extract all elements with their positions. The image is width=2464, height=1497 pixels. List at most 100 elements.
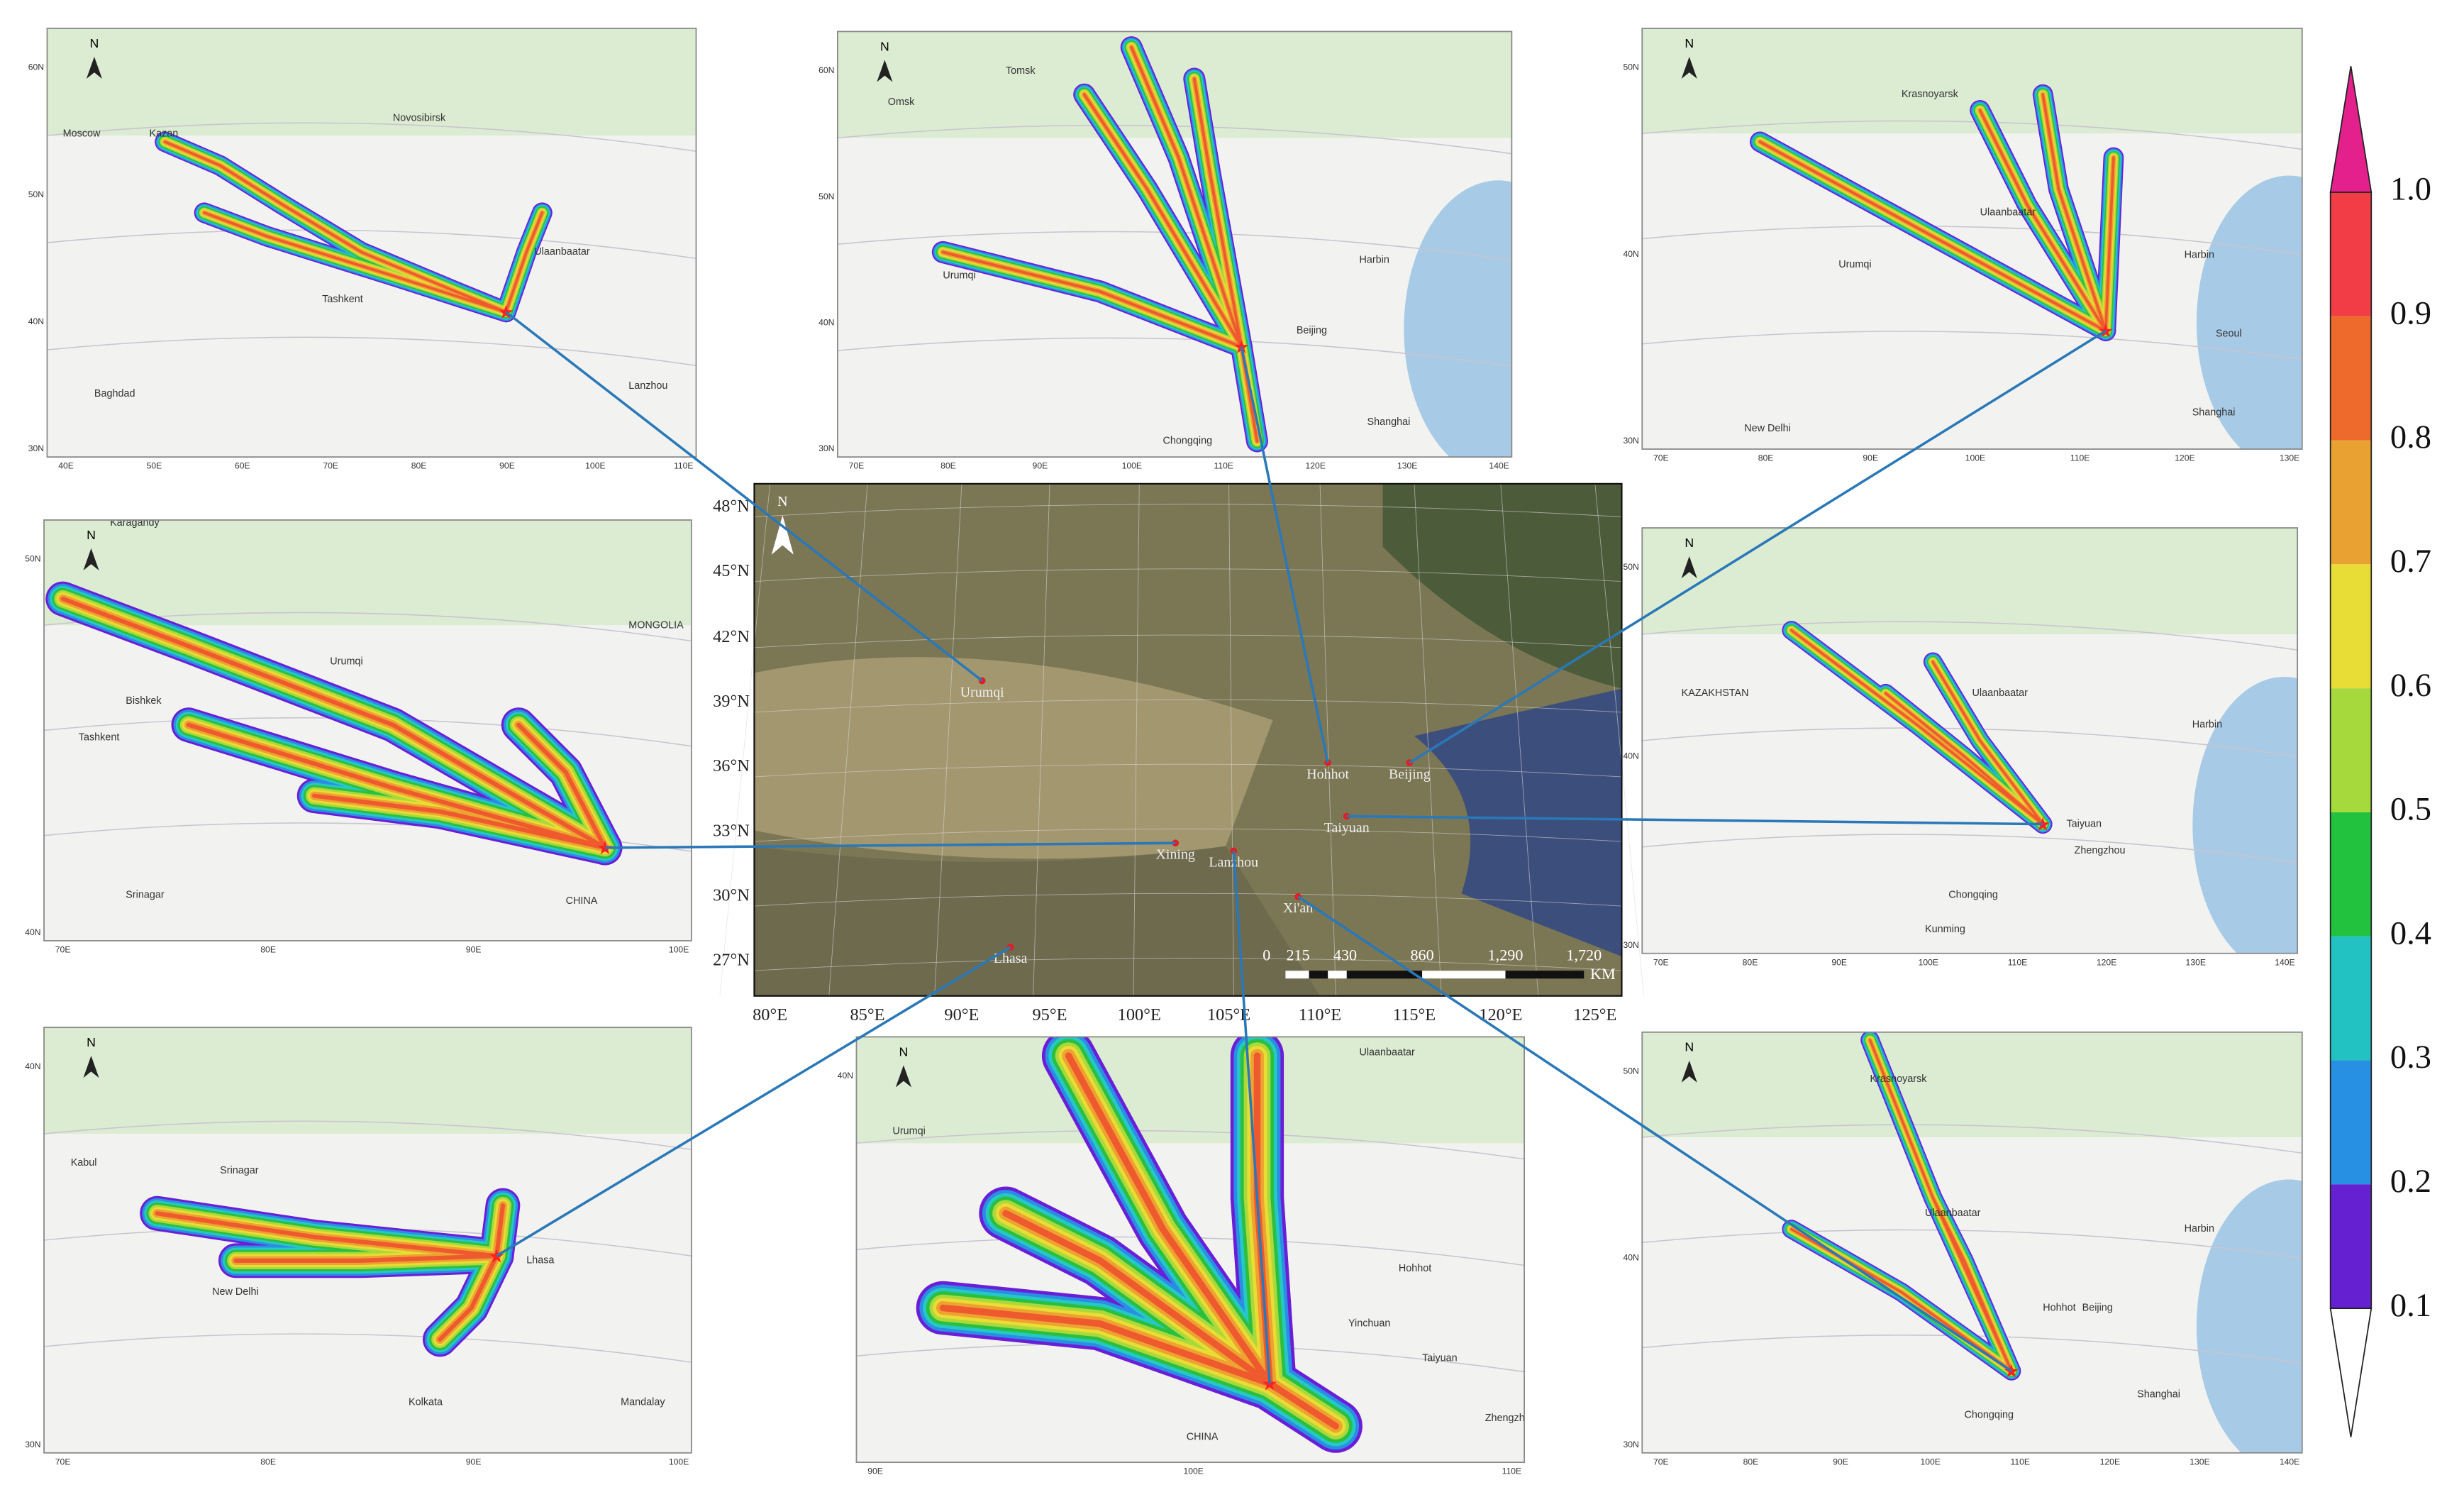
lon-label: 130E: [2186, 957, 2206, 967]
scale-label: 1,290: [1488, 946, 1524, 963]
scale-bar-segment: [1328, 971, 1347, 979]
lat-label: 30N: [1623, 1440, 1638, 1449]
plume-band: [1790, 629, 2044, 826]
place-label: Srinagar: [126, 889, 165, 900]
graticule: [828, 483, 868, 996]
border-line: [47, 229, 697, 260]
lon-label: 100E: [669, 945, 689, 955]
lon-label: 110E: [1214, 461, 1234, 471]
colorbar-tick-label: 0.6: [2390, 667, 2431, 704]
lat-label: 40N: [818, 318, 834, 328]
lon-label: 130E: [2190, 1457, 2209, 1466]
plume-band: [2041, 93, 2107, 333]
scale-unit: KM: [1590, 965, 1616, 983]
trajectory-plume: [1782, 1032, 2021, 1381]
colorbar-segment: [2330, 440, 2372, 565]
panel-frame: [1641, 28, 2303, 450]
lon-label: 140E: [1489, 461, 1509, 471]
city-label: Xining: [1156, 847, 1195, 863]
city-label: Xi'an: [1283, 900, 1313, 916]
lat-label: 50N: [25, 554, 40, 564]
border-line: [44, 1333, 692, 1363]
lon-label: 110E: [2008, 957, 2028, 967]
graticule: [754, 957, 1622, 971]
north-label: N: [899, 1044, 909, 1059]
panel-forest: [837, 31, 1512, 138]
lon-label: 50E: [147, 461, 162, 471]
lon-label: 90E: [867, 1466, 883, 1476]
lat-label: 50N: [1623, 62, 1638, 72]
border-line: [1642, 621, 2298, 651]
lon-label: 60E: [235, 461, 250, 471]
colorbar-tick-label: 0.5: [2390, 791, 2431, 828]
north-arrow: [83, 548, 99, 571]
border-line: [44, 1120, 692, 1151]
north-arrow: [877, 60, 893, 82]
lat-label: 30°N: [713, 885, 750, 905]
place-label: Zhengzhou: [2075, 845, 2126, 856]
plume-band: [1192, 77, 1243, 348]
colorbar-segment: [2330, 936, 2372, 1061]
lat-label: 36°N: [713, 756, 750, 775]
plume-band: [494, 1203, 506, 1259]
place-label: Shanghai: [2192, 407, 2236, 419]
colorbar-segment: [2330, 192, 2372, 316]
place-label: Harbin: [2185, 250, 2214, 261]
panel-frame: [46, 28, 697, 458]
scale-label: 0: [1262, 946, 1270, 963]
graticule: [754, 893, 1622, 907]
plume-band: [1978, 109, 2107, 333]
graticule: [754, 568, 1622, 582]
lon-label: 100E: [1965, 453, 1985, 463]
place-label: New Delhi: [212, 1286, 259, 1298]
colorbar-segment: [2330, 812, 2372, 937]
lat-label: 40N: [1623, 249, 1638, 259]
map-panel: ★ Kabul Srinagar Lhasa New Delhi Kolkata Manda…: [25, 1027, 692, 1466]
colorbar-segment: [2330, 1184, 2372, 1309]
lon-label: 80E: [1758, 453, 1774, 463]
place-label: Hohhot: [2043, 1302, 2075, 1313]
lon-label: 70E: [55, 945, 71, 955]
plume-band: [2104, 156, 2115, 333]
lat-label: 40N: [1623, 751, 1638, 761]
colorbar-tick-label: 0.7: [2390, 543, 2431, 580]
plume-band: [186, 722, 608, 850]
lon-label: 40E: [58, 461, 74, 471]
lon-label: 90E: [466, 1457, 482, 1466]
lon-label: 110E: [674, 461, 694, 471]
place-label: Lanzhou: [628, 380, 667, 392]
map-panel: ★ Karagandy Urumqi Tashkent Bishkek Srinagar M…: [25, 519, 692, 955]
plume-band: [1758, 140, 2107, 333]
connector-line: [1346, 814, 2043, 826]
plume-band: [203, 211, 508, 314]
plume-band: [155, 1211, 499, 1259]
lon-label: 110E: [1502, 1466, 1522, 1476]
scale-label: 860: [1410, 946, 1433, 963]
map-panel: ★ KAZAKHSTAN Ulaanbaatar Harbin Taiyuan Zheng…: [1623, 527, 2299, 967]
lon-label: 130E: [2280, 453, 2299, 463]
place-label: Urumqi: [330, 656, 362, 668]
lon-label: 70E: [55, 1457, 71, 1466]
place-label: MONGOLIA: [628, 620, 684, 631]
place-label: Mandalay: [621, 1397, 665, 1408]
place-label: Ulaanbaatar: [1972, 687, 2029, 699]
graticule: [1594, 483, 1645, 996]
panel-frame: [43, 1027, 692, 1454]
north-arrow: [895, 1065, 912, 1088]
lon-label: 120E: [2100, 1457, 2120, 1466]
graticule: [754, 828, 1622, 842]
scale-bar-segment: [1422, 971, 1506, 979]
place-label: Kabul: [71, 1157, 97, 1169]
lat-label: 45°N: [713, 561, 750, 580]
graticule: [1228, 483, 1234, 996]
trajectory-plume: [155, 131, 553, 323]
lon-label: 90E: [1033, 461, 1048, 471]
place-label: CHINA: [566, 895, 598, 907]
trajectory-plume: [140, 1188, 521, 1357]
place-label: Harbin: [2192, 719, 2222, 730]
connector-line: [604, 841, 1176, 849]
lat-label: 60N: [818, 65, 834, 75]
graticule: [1133, 483, 1140, 996]
lon-label: 70E: [1653, 1457, 1669, 1466]
colorbar-segment: [2330, 688, 2372, 812]
